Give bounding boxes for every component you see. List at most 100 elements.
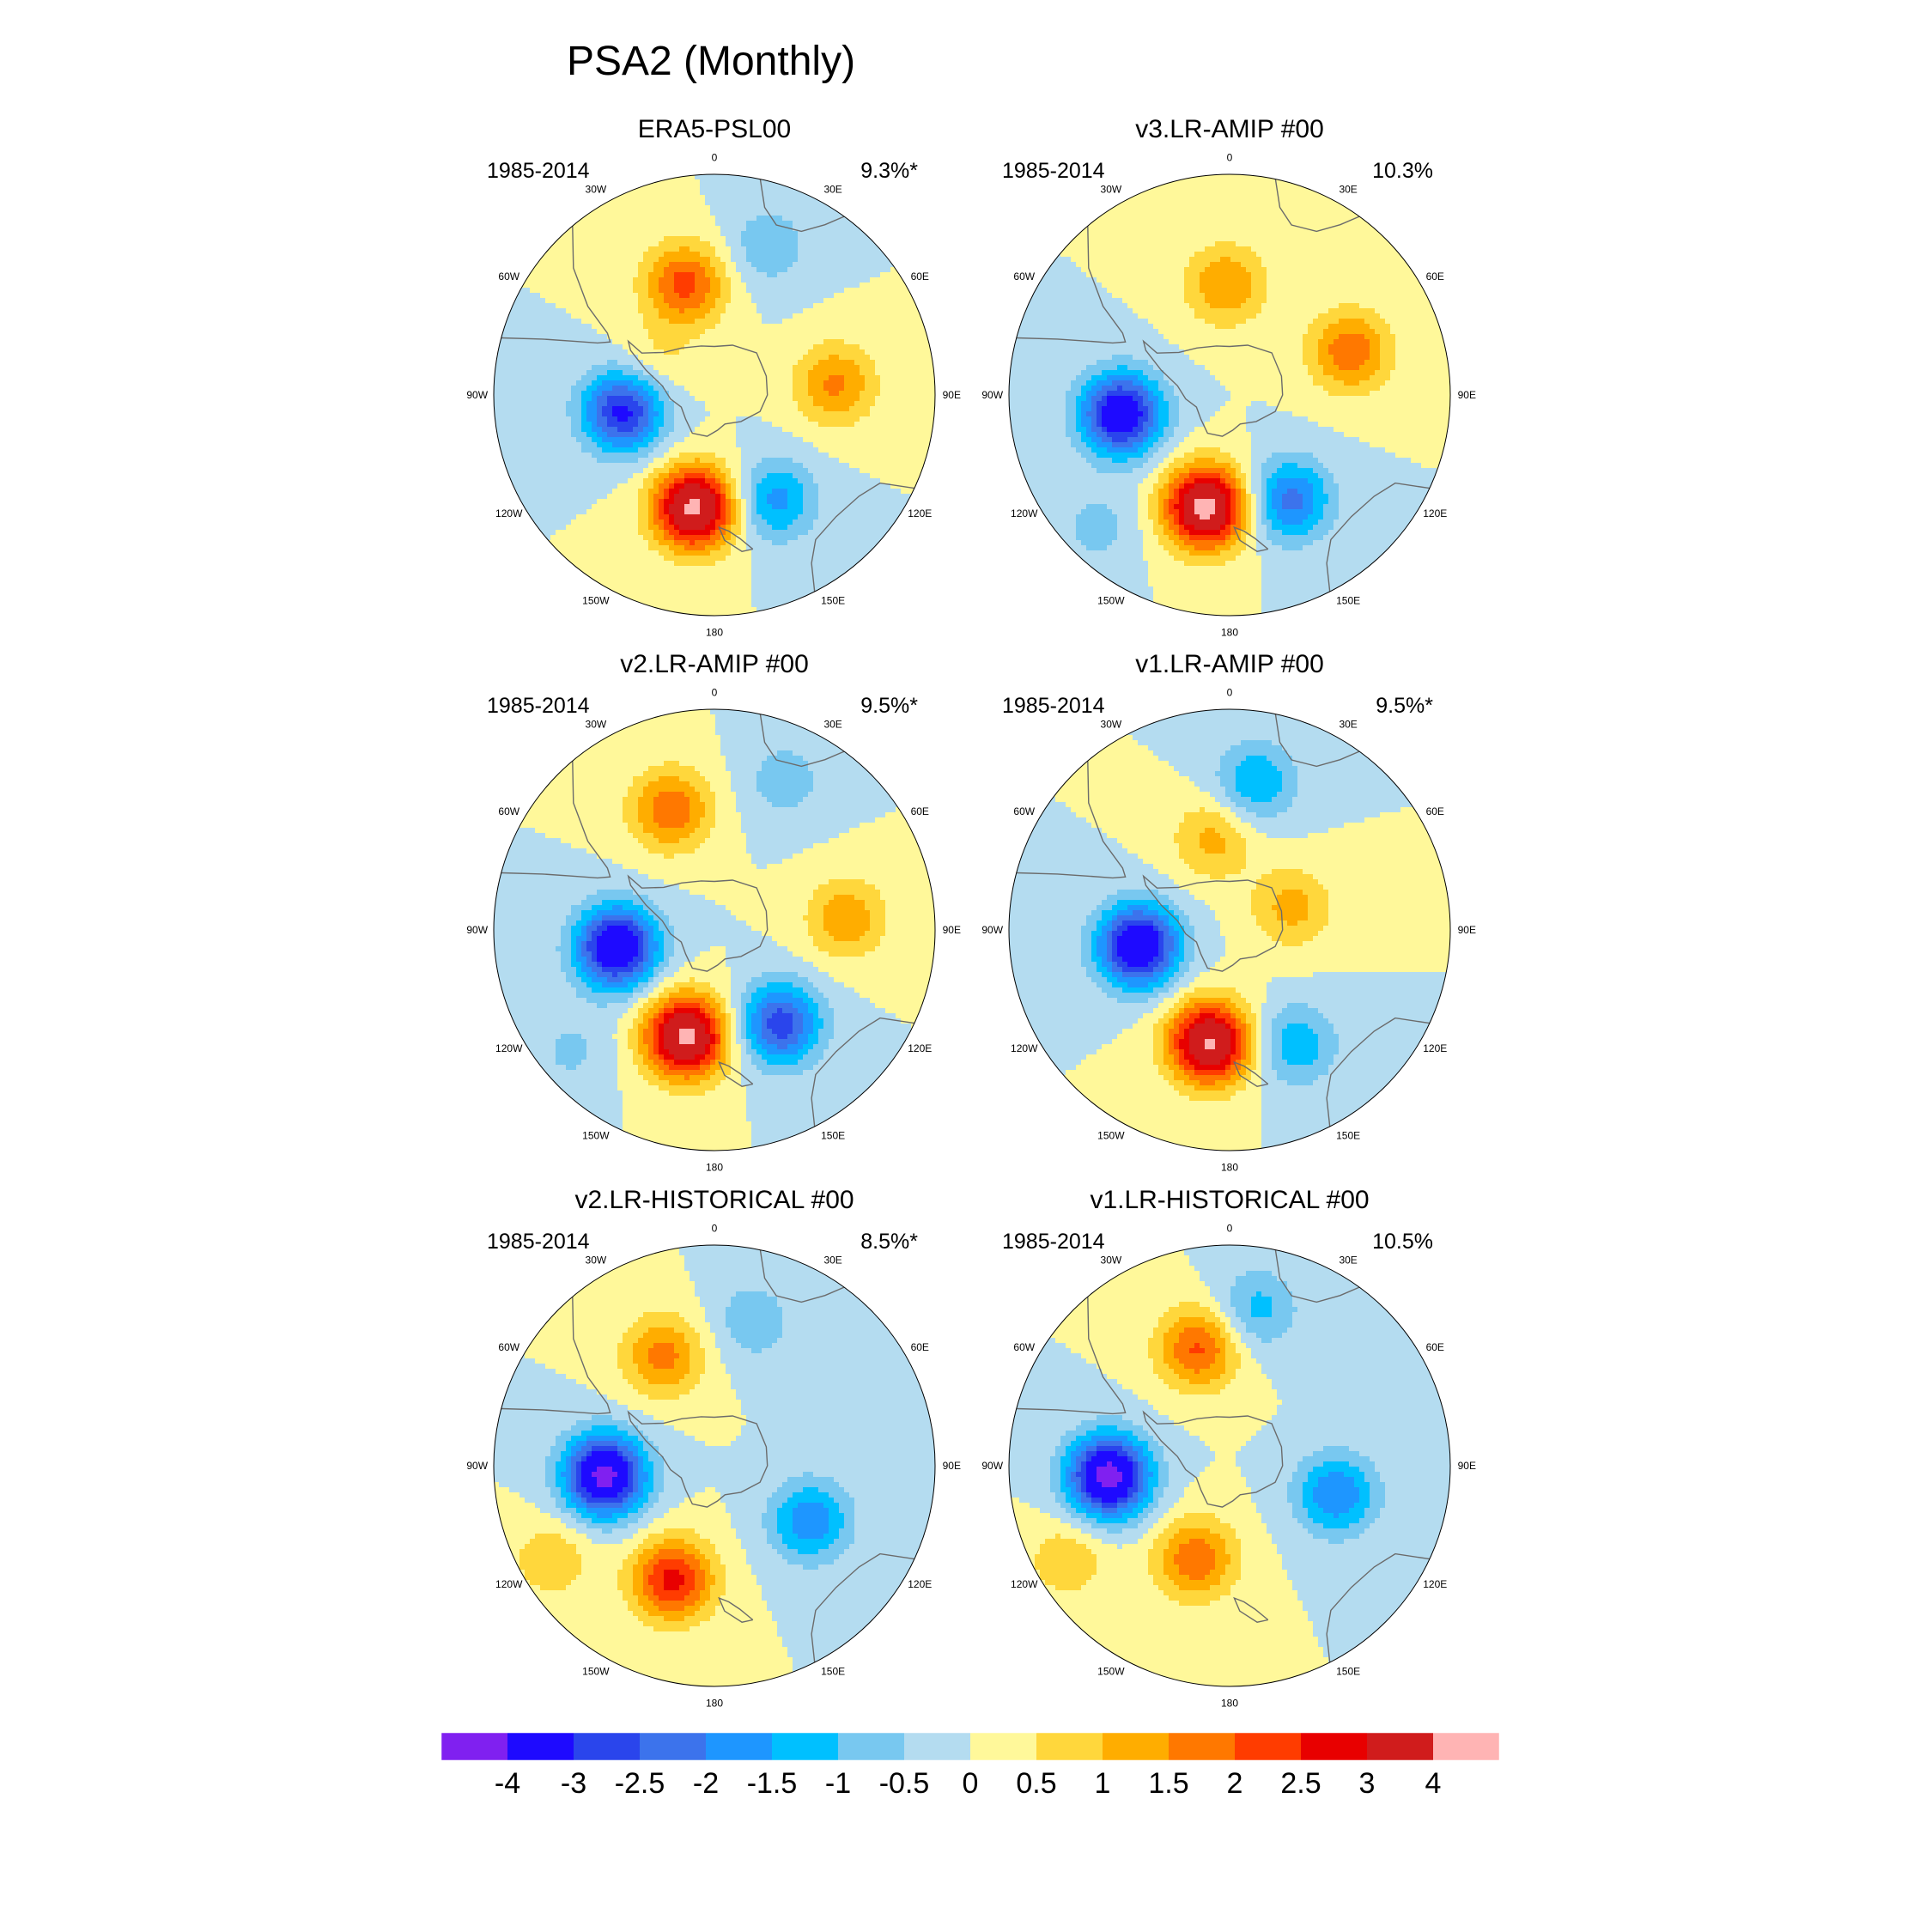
longitude-label: 30W	[586, 184, 607, 196]
panel-1: 0 30E 60E 90E 120E 150E 180 150W 120W 90W 60W 30W ER…	[466, 115, 961, 638]
longitude-label: 30W	[586, 719, 607, 731]
antarctica-outline	[627, 1410, 769, 1508]
panel-variance: 8.5%*	[860, 1230, 918, 1254]
africa-outline	[759, 714, 845, 768]
longitude-label: 90W	[466, 1460, 488, 1472]
longitude-label: 60E	[1426, 270, 1444, 283]
longitude-label: 0	[712, 1223, 718, 1235]
panel-variance: 10.3%	[1372, 159, 1433, 183]
longitude-label: 150E	[821, 594, 845, 606]
longitude-label: 150W	[1097, 1129, 1125, 1141]
longitude-label: 90W	[981, 389, 1003, 401]
antarctica-outline	[1142, 1410, 1284, 1508]
longitude-label: 60E	[911, 270, 929, 283]
longitude-label: 180	[1221, 1697, 1238, 1709]
longitude-label: 90W	[981, 924, 1003, 936]
panel-5: 0 30E 60E 90E 120E 150E 180 150W 120W 90W 60W 30W v2…	[466, 1186, 961, 1709]
antarctica-outline	[627, 339, 769, 437]
longitude-label: 180	[706, 1161, 723, 1173]
longitude-label: 30W	[1101, 719, 1122, 731]
longitude-label: 60W	[1013, 805, 1035, 817]
longitude-label: 120E	[1423, 507, 1447, 519]
south-america-outline	[1016, 1297, 1127, 1415]
longitude-label: 150E	[1336, 1665, 1360, 1677]
colorbar-swatch	[904, 1733, 970, 1760]
pressure-anomaly-field	[1009, 174, 1450, 616]
longitude-label: 150E	[1336, 1129, 1360, 1141]
panel-variance: 10.5%	[1372, 1230, 1433, 1254]
longitude-label: 120W	[1011, 1042, 1038, 1054]
colorbar-tick-label: -1.5	[747, 1767, 798, 1800]
colorbar-swatch	[838, 1733, 904, 1760]
panel-period: 1985-2014	[1002, 1230, 1105, 1254]
new-zealand-outline	[1233, 1060, 1269, 1087]
colorbar-tick-label: 4	[1425, 1767, 1442, 1800]
longitude-label: 150E	[821, 1665, 845, 1677]
australia-outline	[811, 1017, 915, 1127]
colorbar-swatch	[1103, 1733, 1169, 1760]
pressure-anomaly-field	[1009, 709, 1450, 1151]
longitude-label: 60W	[498, 270, 519, 283]
antarctica-outline	[1142, 874, 1284, 972]
panel-period: 1985-2014	[487, 159, 590, 183]
colorbar-tick-label: 0	[963, 1767, 979, 1800]
longitude-label: 0	[1227, 687, 1233, 699]
longitude-label: 180	[706, 1697, 723, 1709]
longitude-label: 150W	[582, 1665, 610, 1677]
colorbar: -4 -3 -2.5 -2 -1.5 -1 -0.5 0 0.5 1 1.5 2 2.5 3 4	[440, 1732, 1500, 1800]
longitude-label: 90E	[943, 1460, 961, 1472]
new-zealand-outline	[1233, 526, 1269, 552]
panel-period: 1985-2014	[1002, 694, 1105, 718]
longitude-label: 60E	[911, 805, 929, 817]
panel-variance: 9.5%*	[1376, 694, 1433, 718]
longitude-label: 180	[706, 626, 723, 638]
longitude-label: 150W	[1097, 1665, 1125, 1677]
pressure-anomaly-field	[494, 174, 935, 616]
colorbar-swatch	[970, 1733, 1036, 1760]
panel-title: ERA5-PSL00	[638, 115, 791, 143]
panel-title: v2.LR-HISTORICAL #00	[574, 1186, 854, 1214]
panel-variance: 9.3%*	[860, 159, 918, 183]
longitude-label: 90E	[943, 389, 961, 401]
longitude-label: 90W	[466, 924, 488, 936]
longitude-label: 180	[1221, 626, 1238, 638]
panel-4: 0 30E 60E 90E 120E 150E 180 150W 120W 90W 60W 30W v1…	[981, 650, 1476, 1173]
africa-outline	[1274, 714, 1360, 768]
south-america-outline	[501, 761, 611, 879]
colorbar-swatch	[640, 1733, 706, 1760]
australia-outline	[811, 1552, 915, 1663]
colorbar-tick-label: 3	[1359, 1767, 1376, 1800]
panel-3: 0 30E 60E 90E 120E 150E 180 150W 120W 90W 60W 30W v2…	[466, 650, 961, 1173]
south-america-outline	[1016, 761, 1127, 879]
colorbar-swatch	[1169, 1733, 1235, 1760]
colorbar-swatch	[441, 1733, 507, 1760]
longitude-label: 120W	[495, 1578, 523, 1590]
panel-period: 1985-2014	[1002, 159, 1105, 183]
longitude-label: 60E	[1426, 805, 1444, 817]
longitude-label: 0	[1227, 1223, 1233, 1235]
panel-6: 0 30E 60E 90E 120E 150E 180 150W 120W 90W 60W 30W v1…	[981, 1186, 1476, 1709]
coastlines	[501, 1249, 915, 1663]
australia-outline	[1326, 482, 1431, 592]
pressure-anomaly-field	[1009, 1245, 1450, 1686]
australia-outline	[811, 482, 915, 592]
colorbar-frame	[440, 1732, 1500, 1761]
australia-outline	[1326, 1017, 1431, 1127]
africa-outline	[759, 1249, 845, 1303]
longitude-label: 60E	[911, 1341, 929, 1353]
longitude-label: 90E	[1458, 1460, 1476, 1472]
longitude-label: 120E	[1423, 1042, 1447, 1054]
panels: 0 30E 60E 90E 120E 150E 180 150W 120W 90W 60W 30W ER…	[466, 115, 1476, 1709]
longitude-label: 120E	[908, 1042, 932, 1054]
coastlines	[1016, 714, 1431, 1127]
panel-2: 0 30E 60E 90E 120E 150E 180 150W 120W 90W 60W 30W v3…	[981, 115, 1476, 638]
new-zealand-outline	[718, 526, 754, 552]
longitude-label: 90E	[1458, 389, 1476, 401]
africa-outline	[1274, 179, 1360, 233]
colorbar-swatch	[1301, 1733, 1367, 1760]
longitude-label: 120E	[908, 507, 932, 519]
map-frame	[1008, 708, 1451, 1151]
map-frame	[493, 708, 936, 1151]
colorbar-swatch	[706, 1733, 772, 1760]
